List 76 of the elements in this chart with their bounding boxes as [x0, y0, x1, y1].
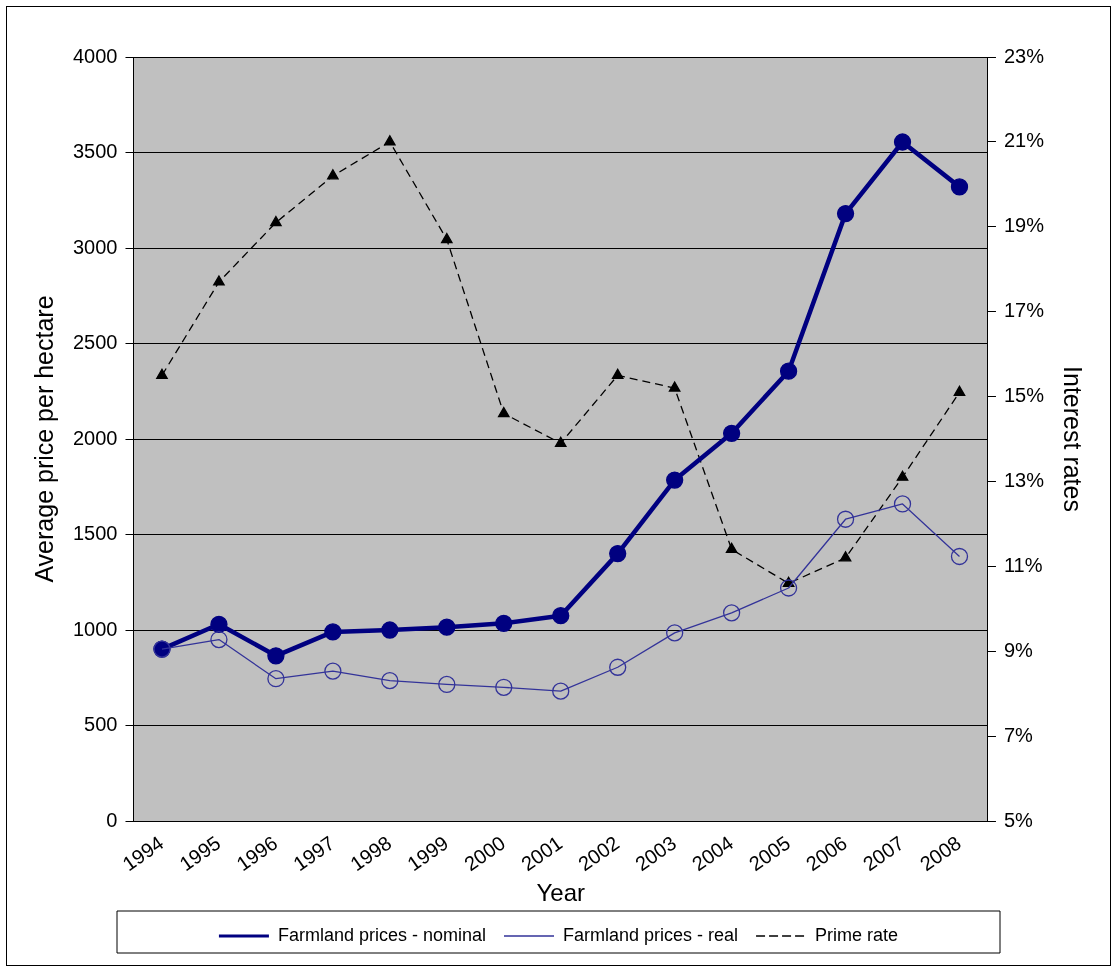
- x-tick-label: 2003: [631, 831, 681, 876]
- point: [725, 542, 738, 554]
- point: [666, 471, 684, 489]
- point: [953, 385, 966, 396]
- y2-tick-label: 21%: [1003, 129, 1045, 152]
- legend-label: Farmland prices - nominal: [277, 924, 487, 945]
- x-tick-label: 1996: [232, 831, 282, 876]
- point: [554, 436, 567, 447]
- y2-axis-title: Interest rates: [1059, 366, 1088, 512]
- legend-label: Farmland prices - real: [563, 924, 739, 945]
- point: [324, 662, 342, 680]
- x-tick-label: 1998: [346, 831, 396, 876]
- x-tick-label: 2002: [574, 831, 624, 876]
- x-tick-label: 2001: [517, 831, 567, 876]
- point: [722, 424, 741, 442]
- x-tick-label: 2000: [460, 831, 510, 876]
- point: [440, 232, 453, 244]
- point: [267, 670, 285, 688]
- x-tick-label: 2008: [915, 831, 965, 876]
- point: [609, 658, 627, 676]
- point: [381, 621, 399, 639]
- point: [722, 604, 741, 622]
- point: [438, 675, 456, 694]
- point: [668, 381, 681, 392]
- point: [495, 678, 513, 696]
- point: [836, 510, 855, 528]
- point: [611, 368, 624, 379]
- point: [836, 204, 855, 223]
- point: [839, 551, 852, 562]
- point: [950, 178, 969, 196]
- x-tick-label: 1999: [403, 831, 453, 876]
- point: [779, 579, 798, 597]
- y2-tick-label: 17%: [1003, 299, 1045, 322]
- point: [267, 647, 285, 665]
- y2-tick-label: 15%: [1003, 384, 1045, 407]
- point: [210, 615, 228, 633]
- y-tick-label: 1500: [72, 522, 118, 545]
- point: [438, 618, 456, 636]
- y-tick-label: 2500: [72, 331, 118, 354]
- x-tick-label: 2006: [801, 831, 852, 876]
- point: [896, 470, 909, 481]
- point: [666, 624, 684, 642]
- point: [495, 614, 513, 632]
- point: [210, 630, 228, 649]
- point: [552, 682, 570, 700]
- legend-label: Prime rate: [815, 924, 899, 945]
- y2-tick-label: 19%: [1003, 214, 1045, 237]
- y-tick-label: 1000: [72, 617, 118, 640]
- point: [324, 623, 342, 641]
- y-tick-label: 3000: [72, 235, 118, 258]
- point: [156, 368, 168, 379]
- y2-tick-label: 9%: [1003, 638, 1034, 661]
- point: [609, 544, 627, 563]
- y2-tick-label: 5%: [1003, 808, 1034, 831]
- y2-tick-label: 13%: [1003, 468, 1045, 491]
- point: [381, 671, 399, 690]
- y2-tick-label: 23%: [1003, 44, 1045, 67]
- y-tick-label: 3500: [72, 140, 118, 163]
- point: [950, 547, 969, 566]
- y-axis-title: Average price per hectare: [29, 295, 58, 583]
- y2-tick-label: 11%: [1003, 553, 1043, 576]
- point: [213, 275, 225, 286]
- point: [893, 495, 912, 513]
- x-axis-title: Year: [536, 879, 585, 907]
- y-tick-label: 4000: [72, 44, 118, 67]
- point: [779, 362, 798, 380]
- point: [383, 135, 396, 146]
- point: [270, 215, 282, 227]
- point: [893, 133, 912, 151]
- y2-tick-label: 7%: [1003, 723, 1034, 746]
- point: [552, 607, 570, 625]
- point: [497, 406, 510, 418]
- point: [327, 169, 339, 180]
- y-tick-label: 2000: [72, 426, 118, 449]
- y-tick-label: 500: [84, 713, 118, 736]
- y-tick-label: 0: [106, 808, 118, 831]
